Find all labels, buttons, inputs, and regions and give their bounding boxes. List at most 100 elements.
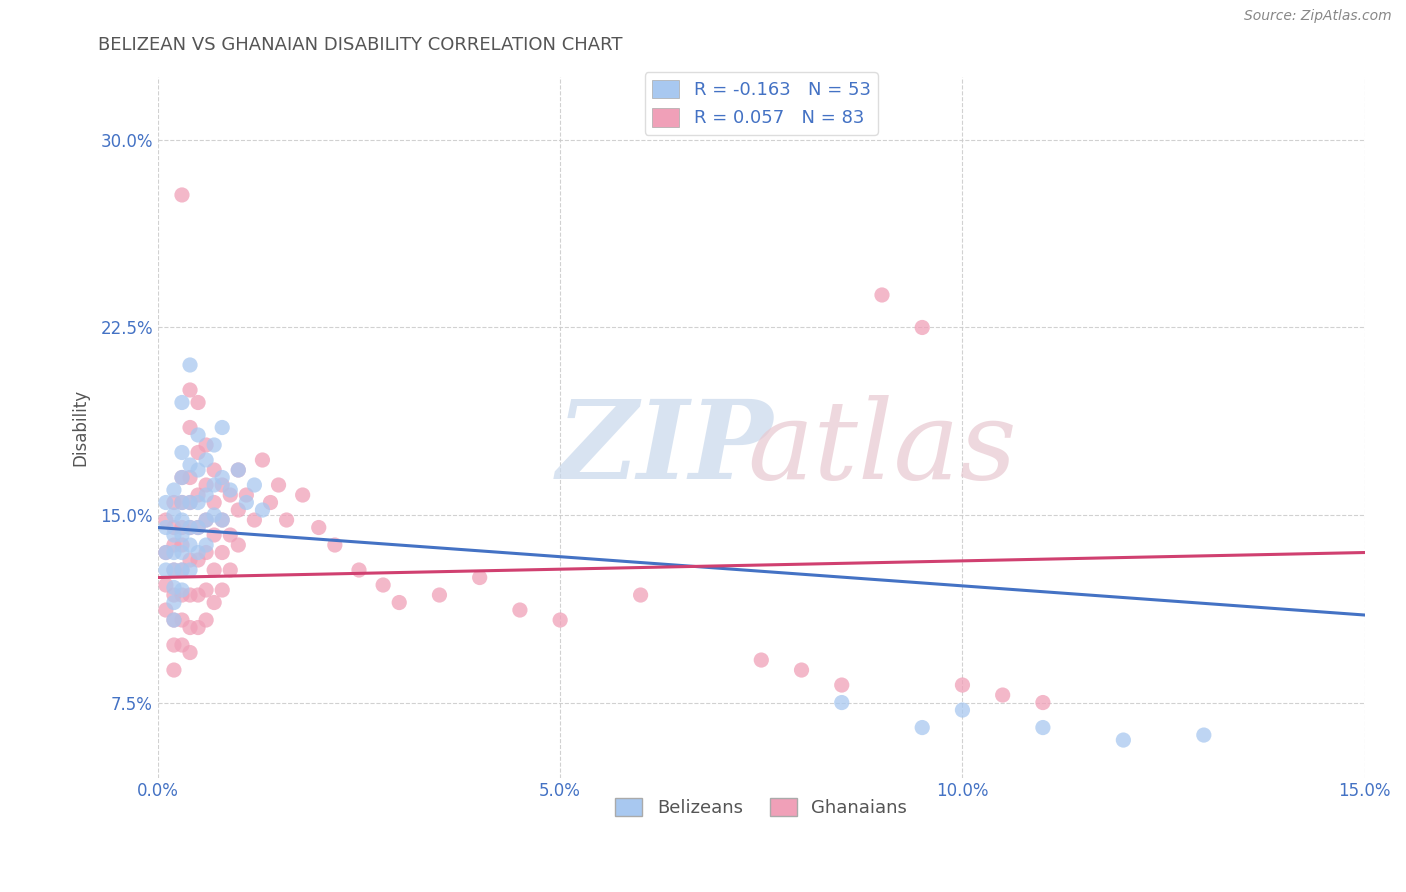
- Point: [170, 538, 193, 552]
- Point: [202, 528, 225, 542]
- Point: [155, 578, 177, 592]
- Point: [163, 563, 186, 577]
- Point: [155, 545, 177, 559]
- Point: [1192, 728, 1215, 742]
- Point: [170, 495, 193, 509]
- Point: [163, 508, 186, 522]
- Point: [155, 603, 177, 617]
- Point: [187, 520, 209, 534]
- Point: [347, 563, 370, 577]
- Legend: Belizeans, Ghanaians: Belizeans, Ghanaians: [607, 790, 914, 824]
- Point: [1112, 733, 1135, 747]
- Point: [187, 588, 209, 602]
- Point: [195, 538, 218, 552]
- Point: [202, 595, 225, 609]
- Point: [429, 588, 451, 602]
- Point: [870, 288, 893, 302]
- Point: [170, 545, 193, 559]
- Point: [202, 463, 225, 477]
- Point: [790, 663, 813, 677]
- Text: Source: ZipAtlas.com: Source: ZipAtlas.com: [1244, 9, 1392, 23]
- Point: [548, 613, 571, 627]
- Point: [276, 513, 298, 527]
- Point: [1032, 721, 1054, 735]
- Point: [163, 495, 186, 509]
- Point: [211, 513, 233, 527]
- Point: [211, 545, 233, 559]
- Point: [911, 721, 934, 735]
- Point: [1032, 696, 1054, 710]
- Point: [195, 582, 218, 597]
- Point: [243, 513, 266, 527]
- Point: [831, 696, 853, 710]
- Text: atlas: atlas: [747, 395, 1017, 502]
- Point: [170, 563, 193, 577]
- Point: [170, 395, 193, 409]
- Point: [179, 358, 201, 372]
- Point: [323, 538, 346, 552]
- Point: [187, 395, 209, 409]
- Point: [226, 463, 249, 477]
- Point: [187, 545, 209, 559]
- Point: [187, 445, 209, 459]
- Point: [202, 495, 225, 509]
- Point: [219, 563, 242, 577]
- Point: [170, 513, 193, 527]
- Point: [219, 528, 242, 542]
- Point: [170, 588, 193, 602]
- Point: [179, 495, 201, 509]
- Point: [163, 563, 186, 577]
- Point: [195, 478, 218, 492]
- Point: [195, 488, 218, 502]
- Point: [155, 545, 177, 559]
- Point: [202, 508, 225, 522]
- Point: [170, 638, 193, 652]
- Point: [388, 595, 411, 609]
- Point: [211, 478, 233, 492]
- Point: [163, 663, 186, 677]
- Point: [179, 520, 201, 534]
- Point: [187, 428, 209, 442]
- Point: [163, 528, 186, 542]
- Point: [831, 678, 853, 692]
- Point: [468, 570, 491, 584]
- Point: [170, 470, 193, 484]
- Point: [163, 595, 186, 609]
- Point: [163, 538, 186, 552]
- Point: [170, 520, 193, 534]
- Point: [267, 478, 290, 492]
- Point: [187, 520, 209, 534]
- Point: [163, 545, 186, 559]
- Point: [211, 513, 233, 527]
- Point: [243, 478, 266, 492]
- Point: [235, 495, 257, 509]
- Point: [749, 653, 772, 667]
- Point: [170, 445, 193, 459]
- Point: [179, 458, 201, 472]
- Point: [211, 582, 233, 597]
- Point: [202, 563, 225, 577]
- Point: [952, 678, 974, 692]
- Point: [170, 563, 193, 577]
- Point: [163, 638, 186, 652]
- Point: [179, 646, 201, 660]
- Point: [195, 438, 218, 452]
- Point: [179, 470, 201, 484]
- Point: [155, 563, 177, 577]
- Point: [163, 613, 186, 627]
- Point: [259, 495, 281, 509]
- Point: [202, 438, 225, 452]
- Point: [195, 513, 218, 527]
- Point: [991, 688, 1014, 702]
- Point: [155, 513, 177, 527]
- Point: [252, 453, 274, 467]
- Point: [179, 520, 201, 534]
- Point: [179, 420, 201, 434]
- Point: [170, 613, 193, 627]
- Point: [226, 503, 249, 517]
- Point: [179, 588, 201, 602]
- Point: [163, 613, 186, 627]
- Point: [195, 613, 218, 627]
- Point: [170, 582, 193, 597]
- Point: [202, 478, 225, 492]
